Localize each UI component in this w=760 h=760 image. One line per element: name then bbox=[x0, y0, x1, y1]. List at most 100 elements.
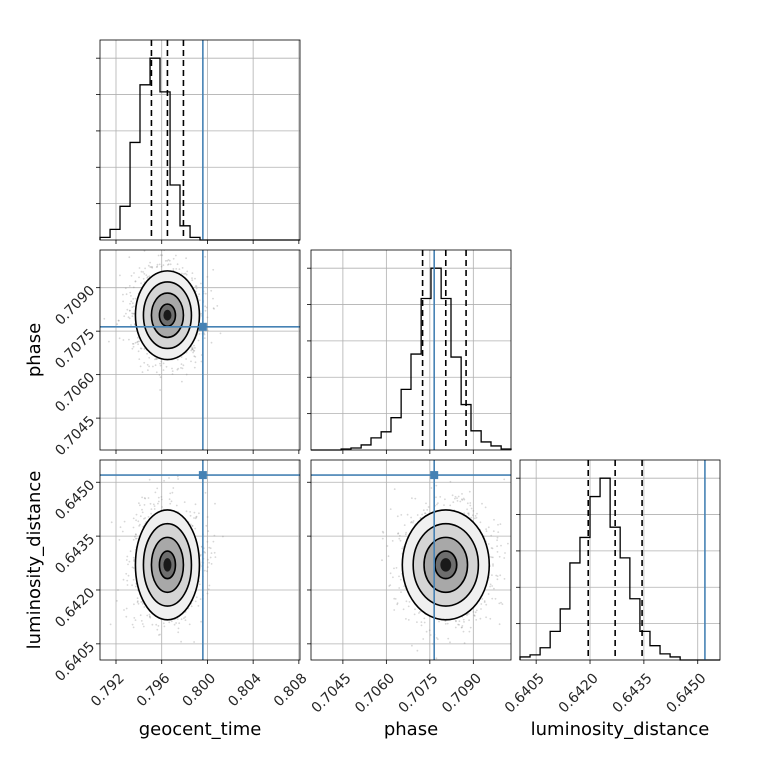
sample-point bbox=[498, 623, 501, 626]
sample-point bbox=[149, 266, 152, 268]
x-tick-label: 0.804 bbox=[225, 670, 265, 710]
sample-point bbox=[513, 581, 515, 583]
sample-point bbox=[116, 600, 118, 602]
sample-point bbox=[206, 316, 209, 319]
sample-point bbox=[397, 532, 399, 535]
sample-point bbox=[469, 502, 472, 504]
sample-point bbox=[162, 362, 165, 365]
sample-point bbox=[208, 546, 211, 549]
sample-point bbox=[474, 515, 477, 517]
sample-point bbox=[131, 584, 133, 587]
x-tick-label: 0.6420 bbox=[556, 670, 602, 716]
sample-point bbox=[195, 516, 198, 519]
sample-point bbox=[136, 341, 139, 343]
sample-point bbox=[170, 500, 173, 503]
sample-point bbox=[181, 367, 184, 370]
sample-point bbox=[131, 342, 134, 345]
sample-point bbox=[412, 521, 414, 524]
sample-point bbox=[125, 293, 128, 296]
sample-point bbox=[204, 292, 207, 295]
histogram-phase bbox=[311, 267, 512, 451]
sample-point bbox=[138, 267, 141, 269]
sample-point bbox=[127, 316, 130, 319]
sample-point bbox=[151, 266, 154, 268]
sample-point bbox=[117, 589, 119, 591]
sample-point bbox=[487, 593, 490, 595]
sample-point bbox=[206, 540, 209, 543]
sample-point bbox=[128, 285, 131, 287]
sample-point bbox=[212, 268, 215, 271]
sample-point bbox=[209, 556, 212, 559]
sample-point bbox=[176, 618, 179, 620]
sample-point bbox=[213, 534, 216, 537]
sample-point bbox=[396, 515, 399, 518]
sample-point bbox=[191, 348, 194, 351]
sample-point bbox=[167, 264, 169, 266]
contour-line bbox=[134, 270, 201, 361]
sample-point bbox=[149, 502, 152, 505]
sample-point bbox=[475, 609, 478, 612]
sample-point bbox=[194, 355, 197, 358]
sample-point bbox=[193, 349, 196, 352]
sample-point bbox=[454, 619, 457, 622]
contour-line bbox=[142, 522, 193, 607]
sample-point bbox=[388, 585, 391, 587]
sample-point bbox=[191, 277, 193, 279]
sample-point bbox=[190, 605, 193, 608]
sample-point bbox=[139, 347, 142, 350]
sample-point bbox=[199, 555, 202, 557]
sample-point bbox=[451, 494, 454, 497]
sample-point bbox=[499, 574, 502, 577]
sample-point bbox=[428, 629, 431, 632]
sample-point bbox=[170, 620, 173, 623]
sample-point bbox=[396, 603, 399, 606]
y-tick-label: 0.6435 bbox=[52, 531, 98, 577]
sample-point bbox=[177, 627, 180, 630]
sample-point bbox=[466, 502, 469, 505]
sample-point bbox=[180, 356, 183, 358]
sample-point bbox=[143, 606, 146, 608]
sample-point bbox=[493, 587, 495, 590]
sample-point bbox=[199, 553, 202, 556]
sample-point bbox=[146, 614, 149, 617]
sample-point bbox=[497, 523, 499, 526]
sample-point bbox=[191, 272, 194, 274]
sample-point bbox=[133, 312, 135, 315]
sample-point bbox=[185, 358, 187, 360]
sample-point bbox=[140, 270, 143, 273]
sample-point bbox=[158, 263, 161, 266]
sample-point bbox=[149, 615, 151, 618]
sample-point bbox=[137, 350, 140, 353]
sample-point bbox=[110, 521, 113, 524]
sample-point bbox=[507, 542, 509, 545]
sample-point bbox=[164, 260, 167, 262]
panel-content bbox=[311, 460, 515, 660]
sample-point bbox=[176, 263, 179, 266]
sample-point bbox=[155, 371, 158, 374]
sample-point bbox=[407, 605, 410, 608]
sample-point bbox=[461, 493, 463, 495]
sample-point bbox=[130, 324, 132, 326]
sample-point bbox=[454, 495, 457, 498]
x-tick-label: 0.6405 bbox=[502, 670, 548, 716]
sample-point bbox=[475, 516, 478, 519]
sample-point bbox=[207, 329, 209, 332]
sample-point bbox=[411, 497, 413, 500]
sample-point bbox=[181, 267, 184, 269]
sample-point bbox=[462, 618, 465, 621]
sample-point bbox=[122, 578, 125, 581]
sample-point bbox=[172, 268, 175, 270]
sample-point bbox=[476, 512, 478, 515]
sample-point bbox=[127, 574, 130, 577]
sample-point bbox=[463, 621, 465, 623]
sample-point bbox=[141, 511, 144, 514]
sample-point bbox=[212, 540, 215, 543]
sample-point bbox=[192, 349, 195, 352]
sample-point bbox=[210, 341, 213, 344]
sample-point bbox=[159, 364, 162, 367]
sample-point bbox=[157, 254, 160, 257]
sample-point bbox=[171, 370, 174, 372]
sample-point bbox=[480, 608, 482, 610]
sample-point bbox=[134, 585, 137, 588]
